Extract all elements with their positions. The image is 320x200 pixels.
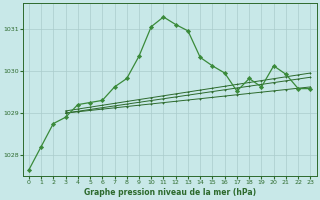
X-axis label: Graphe pression niveau de la mer (hPa): Graphe pression niveau de la mer (hPa) (84, 188, 256, 197)
